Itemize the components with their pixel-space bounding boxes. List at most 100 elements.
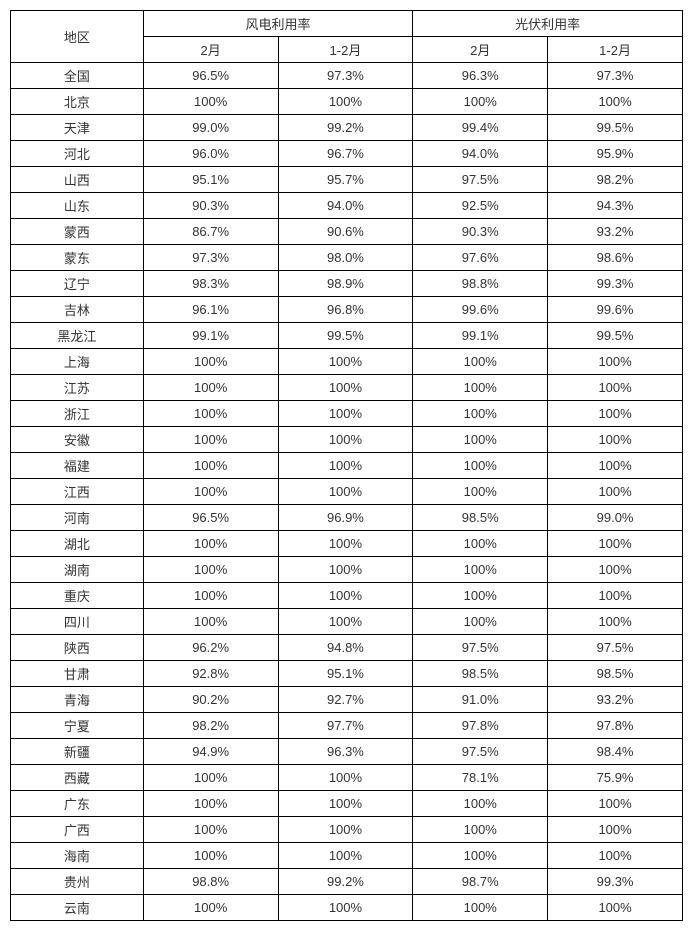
cell-wind-feb: 100% xyxy=(143,89,278,115)
cell-wind-feb: 100% xyxy=(143,609,278,635)
header-wind-janfeb: 1-2月 xyxy=(278,37,413,63)
cell-solar-janfeb: 97.3% xyxy=(548,63,683,89)
table-row: 福建100%100%100%100% xyxy=(11,453,683,479)
table-row: 广西100%100%100%100% xyxy=(11,817,683,843)
cell-region: 四川 xyxy=(11,609,144,635)
cell-wind-janfeb: 99.5% xyxy=(278,323,413,349)
cell-wind-feb: 96.0% xyxy=(143,141,278,167)
header-wind: 风电利用率 xyxy=(143,11,413,37)
cell-solar-feb: 99.1% xyxy=(413,323,548,349)
cell-solar-janfeb: 100% xyxy=(548,427,683,453)
cell-wind-janfeb: 99.2% xyxy=(278,115,413,141)
table-row: 黑龙江99.1%99.5%99.1%99.5% xyxy=(11,323,683,349)
cell-region: 全国 xyxy=(11,63,144,89)
table-row: 吉林96.1%96.8%99.6%99.6% xyxy=(11,297,683,323)
cell-wind-feb: 96.1% xyxy=(143,297,278,323)
cell-wind-feb: 99.0% xyxy=(143,115,278,141)
cell-solar-janfeb: 100% xyxy=(548,843,683,869)
cell-wind-feb: 100% xyxy=(143,843,278,869)
cell-solar-janfeb: 94.3% xyxy=(548,193,683,219)
cell-region: 江西 xyxy=(11,479,144,505)
cell-solar-feb: 98.5% xyxy=(413,661,548,687)
cell-solar-janfeb: 98.2% xyxy=(548,167,683,193)
cell-wind-feb: 92.8% xyxy=(143,661,278,687)
cell-wind-feb: 96.5% xyxy=(143,63,278,89)
cell-solar-janfeb: 100% xyxy=(548,531,683,557)
cell-solar-janfeb: 100% xyxy=(548,791,683,817)
cell-region: 吉林 xyxy=(11,297,144,323)
cell-region: 新疆 xyxy=(11,739,144,765)
cell-wind-janfeb: 100% xyxy=(278,453,413,479)
cell-solar-feb: 97.6% xyxy=(413,245,548,271)
cell-wind-feb: 100% xyxy=(143,531,278,557)
cell-solar-janfeb: 100% xyxy=(548,583,683,609)
cell-solar-feb: 100% xyxy=(413,791,548,817)
cell-wind-janfeb: 96.7% xyxy=(278,141,413,167)
header-row-1: 地区 风电利用率 光伏利用率 xyxy=(11,11,683,37)
cell-wind-janfeb: 95.7% xyxy=(278,167,413,193)
cell-wind-janfeb: 100% xyxy=(278,583,413,609)
cell-wind-janfeb: 92.7% xyxy=(278,687,413,713)
cell-wind-janfeb: 96.8% xyxy=(278,297,413,323)
header-solar: 光伏利用率 xyxy=(413,11,683,37)
table-row: 山东90.3%94.0%92.5%94.3% xyxy=(11,193,683,219)
header-wind-feb: 2月 xyxy=(143,37,278,63)
cell-solar-feb: 100% xyxy=(413,895,548,921)
cell-wind-janfeb: 100% xyxy=(278,427,413,453)
cell-wind-feb: 100% xyxy=(143,479,278,505)
table-row: 浙江100%100%100%100% xyxy=(11,401,683,427)
cell-solar-janfeb: 99.6% xyxy=(548,297,683,323)
cell-region: 海南 xyxy=(11,843,144,869)
cell-solar-janfeb: 100% xyxy=(548,609,683,635)
header-region: 地区 xyxy=(11,11,144,63)
cell-wind-janfeb: 96.9% xyxy=(278,505,413,531)
cell-wind-feb: 98.3% xyxy=(143,271,278,297)
cell-solar-feb: 100% xyxy=(413,401,548,427)
cell-solar-feb: 100% xyxy=(413,583,548,609)
cell-wind-janfeb: 100% xyxy=(278,557,413,583)
cell-wind-janfeb: 99.2% xyxy=(278,869,413,895)
cell-solar-feb: 100% xyxy=(413,349,548,375)
cell-solar-feb: 94.0% xyxy=(413,141,548,167)
cell-wind-janfeb: 98.9% xyxy=(278,271,413,297)
cell-wind-feb: 86.7% xyxy=(143,219,278,245)
table-row: 西藏100%100%78.1%75.9% xyxy=(11,765,683,791)
cell-wind-feb: 100% xyxy=(143,791,278,817)
table-row: 江苏100%100%100%100% xyxy=(11,375,683,401)
cell-wind-feb: 100% xyxy=(143,895,278,921)
cell-solar-feb: 100% xyxy=(413,453,548,479)
utilization-table: 地区 风电利用率 光伏利用率 2月 1-2月 2月 1-2月 全国96.5%97… xyxy=(10,10,683,921)
cell-region: 云南 xyxy=(11,895,144,921)
table-row: 海南100%100%100%100% xyxy=(11,843,683,869)
cell-solar-janfeb: 100% xyxy=(548,557,683,583)
table-row: 安徽100%100%100%100% xyxy=(11,427,683,453)
cell-solar-janfeb: 93.2% xyxy=(548,219,683,245)
header-solar-feb: 2月 xyxy=(413,37,548,63)
cell-solar-feb: 100% xyxy=(413,557,548,583)
cell-solar-feb: 97.8% xyxy=(413,713,548,739)
cell-solar-janfeb: 98.5% xyxy=(548,661,683,687)
cell-region: 河北 xyxy=(11,141,144,167)
cell-solar-feb: 96.3% xyxy=(413,63,548,89)
cell-solar-janfeb: 100% xyxy=(548,375,683,401)
cell-region: 黑龙江 xyxy=(11,323,144,349)
cell-solar-feb: 100% xyxy=(413,843,548,869)
cell-solar-janfeb: 100% xyxy=(548,817,683,843)
cell-wind-janfeb: 97.3% xyxy=(278,63,413,89)
cell-solar-janfeb: 99.0% xyxy=(548,505,683,531)
cell-wind-janfeb: 90.6% xyxy=(278,219,413,245)
cell-wind-janfeb: 95.1% xyxy=(278,661,413,687)
cell-solar-feb: 98.8% xyxy=(413,271,548,297)
table-row: 河北96.0%96.7%94.0%95.9% xyxy=(11,141,683,167)
table-body: 全国96.5%97.3%96.3%97.3%北京100%100%100%100%… xyxy=(11,63,683,921)
table-row: 天津99.0%99.2%99.4%99.5% xyxy=(11,115,683,141)
cell-solar-janfeb: 100% xyxy=(548,895,683,921)
table-row: 广东100%100%100%100% xyxy=(11,791,683,817)
cell-region: 西藏 xyxy=(11,765,144,791)
table-row: 贵州98.8%99.2%98.7%99.3% xyxy=(11,869,683,895)
cell-solar-feb: 100% xyxy=(413,817,548,843)
cell-wind-janfeb: 94.8% xyxy=(278,635,413,661)
cell-wind-feb: 97.3% xyxy=(143,245,278,271)
table-row: 陕西96.2%94.8%97.5%97.5% xyxy=(11,635,683,661)
cell-solar-feb: 100% xyxy=(413,89,548,115)
